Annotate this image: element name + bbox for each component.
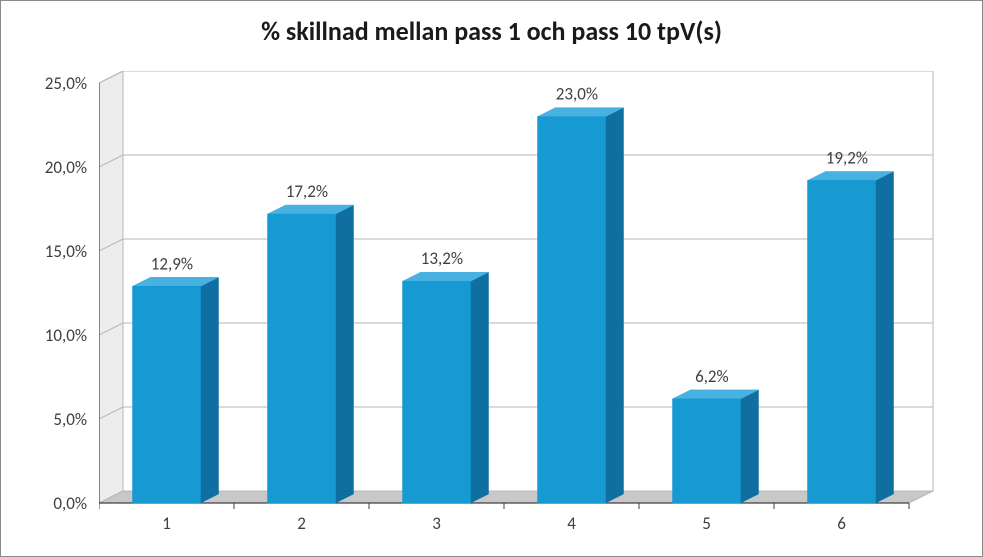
bar-value-label: 12,9% xyxy=(151,253,193,274)
x-category-label: 2 xyxy=(292,513,312,534)
x-category-label: 5 xyxy=(697,513,717,534)
chart-frame: % skillnad mellan pass 1 och pass 10 tpV… xyxy=(0,0,983,557)
bar-side xyxy=(471,272,489,503)
bar-value-label: 6,2% xyxy=(695,366,729,387)
bar-value-label: 13,2% xyxy=(421,248,463,269)
y-tick-label: 5,0% xyxy=(53,409,87,430)
x-category-label: 1 xyxy=(157,513,177,534)
bar-value-label: 19,2% xyxy=(826,147,868,168)
bar-front xyxy=(808,180,876,503)
chart-svg: 12,9% 17,2% 13,2% 23,0% 6,2% 19,2% xyxy=(99,71,935,535)
bar-front xyxy=(538,117,606,503)
y-tick-label: 20,0% xyxy=(45,157,87,178)
y-tick-label: 10,0% xyxy=(45,325,87,346)
plot-area: 12,9% 17,2% 13,2% 23,0% 6,2% 19,2% xyxy=(99,71,935,535)
bar-value-label: 23,0% xyxy=(556,84,598,105)
x-category-label: 4 xyxy=(562,513,582,534)
bar-side xyxy=(741,390,759,503)
x-category-label: 3 xyxy=(427,513,447,534)
bar-front xyxy=(133,286,201,503)
bar-side xyxy=(336,205,354,503)
y-tick-label: 0,0% xyxy=(53,493,87,514)
bar-front xyxy=(673,399,741,503)
chart-title: % skillnad mellan pass 1 och pass 10 tpV… xyxy=(1,15,982,47)
bar-side xyxy=(606,108,624,503)
bar-front xyxy=(268,214,336,503)
y-tick-label: 25,0% xyxy=(45,73,87,94)
x-category-label: 6 xyxy=(832,513,852,534)
y-tick-label: 15,0% xyxy=(45,241,87,262)
bar-value-label: 17,2% xyxy=(286,181,328,202)
bar-side xyxy=(876,171,894,503)
bar-side xyxy=(201,277,219,503)
bar-front xyxy=(403,281,471,503)
